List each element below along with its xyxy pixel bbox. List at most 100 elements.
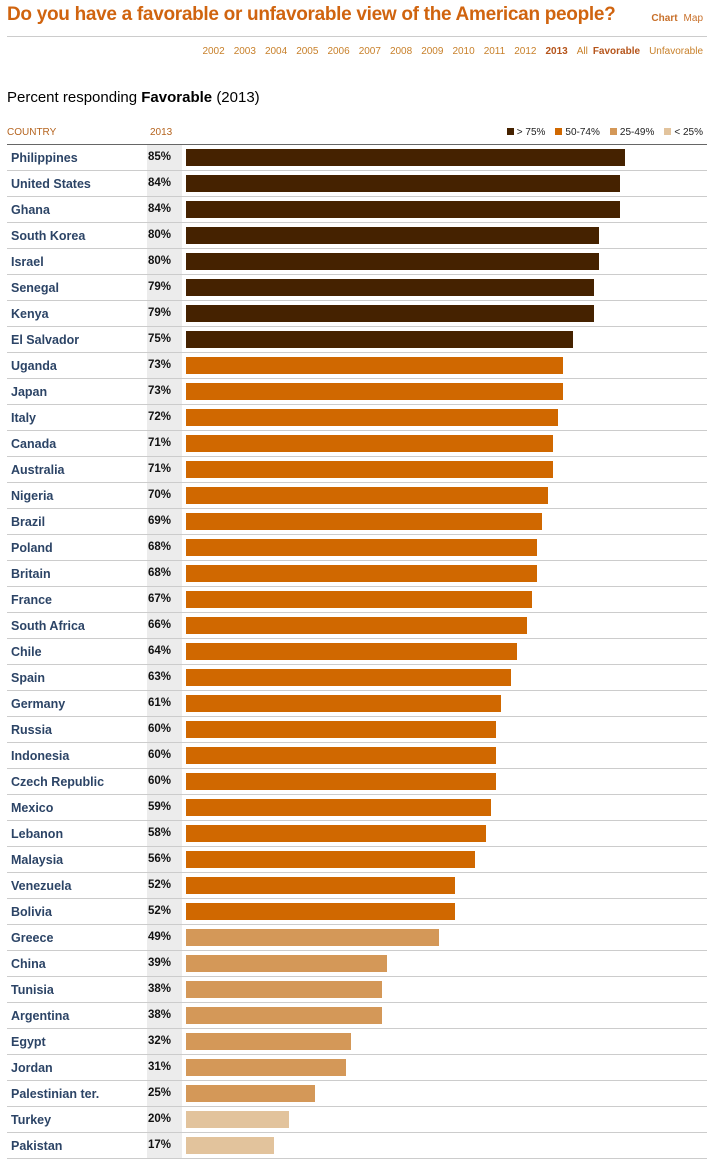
country-label: Jordan [11,1061,53,1075]
year-tab-2010[interactable]: 2010 [452,46,475,57]
table-row: Palestinian ter. 25% [7,1081,707,1107]
bar [186,487,548,504]
table-row: Spain 63% [7,665,707,691]
bar [186,695,502,712]
country-label: South Korea [11,229,86,243]
value-label: 38% [148,983,172,995]
bar [186,617,527,634]
view-switcher: Chart Map [645,13,703,24]
chart-subtitle: Percent responding Favorable (2013) [7,89,260,106]
bar [186,435,553,452]
table-row: Pakistan 17% [7,1133,707,1159]
year-tab-2003[interactable]: 2003 [233,46,256,57]
table-row: Japan 73% [7,379,707,405]
table-row: Uganda 73% [7,353,707,379]
bar [186,747,496,764]
value-label: 31% [148,1061,172,1073]
value-label: 58% [148,827,172,839]
country-label: Palestinian ter. [11,1087,100,1101]
value-label: 17% [148,1139,172,1151]
value-label: 79% [148,281,172,293]
country-label: Germany [11,697,66,711]
bar [186,1059,347,1076]
table-row: Greece 49% [7,925,707,951]
year-tab-2008[interactable]: 2008 [389,46,413,57]
year-tab-2013[interactable]: 2013 [545,46,568,57]
view-chart-link[interactable]: Chart [651,13,678,24]
bar [186,929,440,946]
measure-tab-favorable[interactable]: Favorable [592,46,641,57]
table-row: Italy 72% [7,405,707,431]
country-label: Canada [11,437,57,451]
value-label: 80% [148,229,172,241]
country-label: Australia [11,463,65,477]
value-label: 38% [148,1009,172,1021]
year-tab-2007[interactable]: 2007 [358,46,381,57]
year-tab-2004[interactable]: 2004 [264,46,288,57]
value-label: 68% [148,567,172,579]
table-row: Nigeria 70% [7,483,707,509]
year-tab-2002[interactable]: 2002 [202,46,225,57]
legend-swatch [506,128,514,135]
value-label: 73% [148,385,172,397]
legend-label: < 25% [674,127,703,138]
bar [186,201,620,218]
bar [186,669,512,686]
subtitle-year: (2013) [216,89,260,106]
year-tab-2011[interactable]: 2011 [483,46,506,57]
bar [186,1111,290,1128]
bar [186,643,517,660]
country-label: Malaysia [11,853,64,867]
country-label: Indonesia [11,749,70,763]
table-row: Chile 64% [7,639,707,665]
table-row: China 39% [7,951,707,977]
bar [186,461,553,478]
legend-label: > 75% [516,127,546,138]
year-tab-2009[interactable]: 2009 [421,46,444,57]
value-label: 52% [148,905,172,917]
legend-item: 25-49% [609,127,654,138]
value-column-background [147,145,182,1158]
table-row: Canada 71% [7,431,707,457]
bar [186,799,491,816]
table-row: Ghana 84% [7,197,707,223]
country-label: United States [11,177,91,191]
bar [186,955,388,972]
value-label: 52% [148,879,172,891]
country-label: Israel [11,255,44,269]
bar [186,1007,383,1024]
header-divider [7,144,707,145]
measure-tab-unfavorable[interactable]: Unfavorable [649,46,703,57]
table-row: Venezuela 52% [7,873,707,899]
table-row: Indonesia 60% [7,743,707,769]
bar-chart: Philippines 85% United States 84% Ghana 84% So… [7,145,707,1159]
bar [186,513,543,530]
divider [7,36,707,37]
bar [186,331,574,348]
country-label: Philippines [11,151,78,165]
value-label: 71% [148,437,172,449]
bar [186,175,620,192]
year-tab-all[interactable]: All [576,46,588,57]
bar [186,825,486,842]
value-label: 71% [148,463,172,475]
year-tab-2012[interactable]: 2012 [514,46,537,57]
value-label: 60% [148,775,172,787]
table-row: Britain 68% [7,561,707,587]
year-column-header: 2013 [150,127,173,138]
table-row: Australia 71% [7,457,707,483]
bar [186,1085,316,1102]
value-label: 60% [148,749,172,761]
country-column-header: COUNTRY [7,127,57,138]
table-row: South Africa 66% [7,613,707,639]
bar [186,409,558,426]
table-row: Kenya 79% [7,301,707,327]
bar [186,279,595,296]
table-row: Bolivia 52% [7,899,707,925]
year-tab-2006[interactable]: 2006 [327,46,350,57]
view-map-link[interactable]: Map [683,13,703,24]
value-label: 49% [148,931,172,943]
year-tab-2005[interactable]: 2005 [296,46,319,57]
value-label: 85% [148,151,172,163]
country-label: Kenya [11,307,49,321]
